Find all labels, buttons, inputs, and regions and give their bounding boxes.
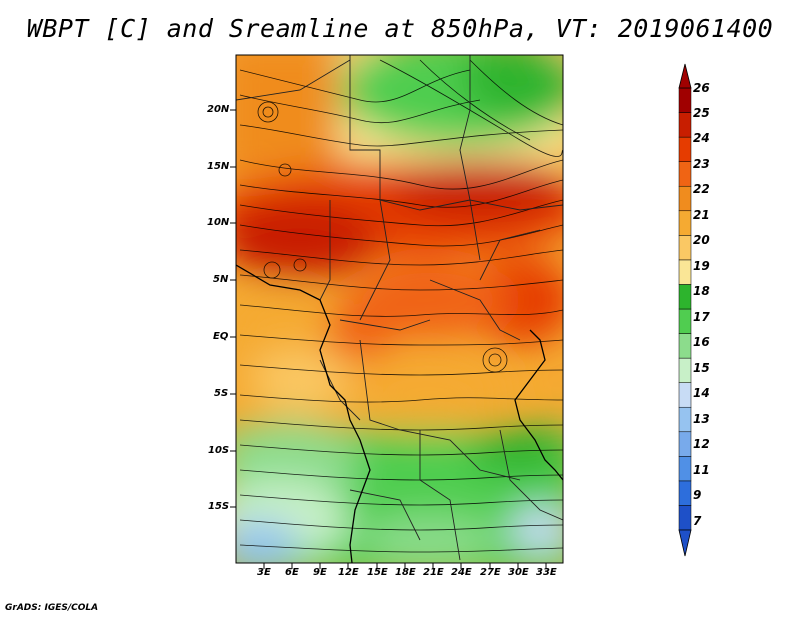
lat-label-10n: 10N: [207, 217, 230, 228]
colorbar-segment: [678, 382, 692, 408]
map-frame: [235, 54, 564, 564]
lon-label-21e: 21E: [423, 567, 444, 578]
lon-label-9e: 9E: [313, 567, 327, 578]
colorbar-segment: [678, 112, 692, 138]
colorbar-segment: [678, 161, 692, 187]
colorbar-label-17: 17: [693, 310, 710, 324]
colorbar-label-23: 23: [693, 157, 710, 171]
lon-label-27e: 27E: [480, 567, 501, 578]
lon-label-12e: 12E: [338, 567, 359, 578]
colorbar-segment: [678, 456, 692, 482]
lat-label-20n: 20N: [207, 104, 230, 115]
colorbar-top-arrow: [678, 63, 692, 89]
colorbar-label-21: 21: [693, 208, 710, 222]
lat-label-eq: EQ: [213, 331, 229, 342]
coastline: [236, 264, 563, 563]
lon-label-18e: 18E: [395, 567, 416, 578]
colorbar-label-15: 15: [693, 361, 710, 375]
map-title: WBPT [C] and Sreamline at 850hPa, VT: 20…: [26, 14, 774, 43]
colorbar-label-24: 24: [693, 131, 710, 145]
colorbar: [678, 63, 692, 557]
colorbar-label-9: 9: [693, 488, 702, 502]
lon-label-15e: 15E: [367, 567, 388, 578]
colorbar-label-13: 13: [693, 412, 710, 426]
colorbar-label-11: 11: [693, 463, 710, 477]
colorbar-bottom-arrow: [678, 529, 692, 557]
colorbar-segment: [678, 357, 692, 383]
colorbar-segment: [678, 210, 692, 236]
colorbar-label-16: 16: [693, 335, 710, 349]
lat-label-10s: 10S: [208, 445, 230, 456]
wbpt-field: [236, 55, 563, 563]
axis-ticks: [230, 109, 547, 569]
lon-label-24e: 24E: [451, 567, 472, 578]
country-borders: [236, 55, 563, 561]
colorbar-segment: [678, 284, 692, 310]
colorbar-segment: [678, 431, 692, 457]
grads-credit: GrADS: IGES/COLA: [5, 603, 99, 613]
colorbar-label-22: 22: [693, 182, 710, 196]
lat-label-5n: 5N: [213, 274, 229, 285]
lon-label-33e: 33E: [536, 567, 557, 578]
colorbar-segment: [678, 87, 692, 113]
colorbar-segment: [678, 333, 692, 359]
colorbar-label-18: 18: [693, 284, 710, 298]
lon-label-30e: 30E: [508, 567, 529, 578]
colorbar-label-26: 26: [693, 81, 710, 95]
lon-label-6e: 6E: [285, 567, 299, 578]
lon-label-3e: 3E: [257, 567, 271, 578]
colorbar-segment: [678, 406, 692, 433]
colorbar-label-7: 7: [693, 514, 702, 528]
colorbar-segment: [678, 235, 692, 261]
colorbar-label-25: 25: [693, 106, 710, 120]
lat-label-5s: 5S: [214, 388, 229, 399]
colorbar-segment: [678, 480, 692, 506]
lat-label-15s: 15S: [208, 501, 230, 512]
colorbar-segment: [678, 136, 692, 162]
colorbar-label-12: 12: [693, 437, 710, 451]
colorbar-segment: [678, 185, 692, 212]
colorbar-segment: [678, 308, 692, 334]
lat-label-15n: 15N: [207, 161, 230, 172]
streamlines: [239, 59, 563, 553]
colorbar-label-20: 20: [693, 233, 710, 247]
colorbar-segment: [678, 505, 692, 531]
colorbar-label-19: 19: [693, 259, 710, 273]
colorbar-label-14: 14: [693, 386, 710, 400]
colorbar-segment: [678, 259, 692, 285]
